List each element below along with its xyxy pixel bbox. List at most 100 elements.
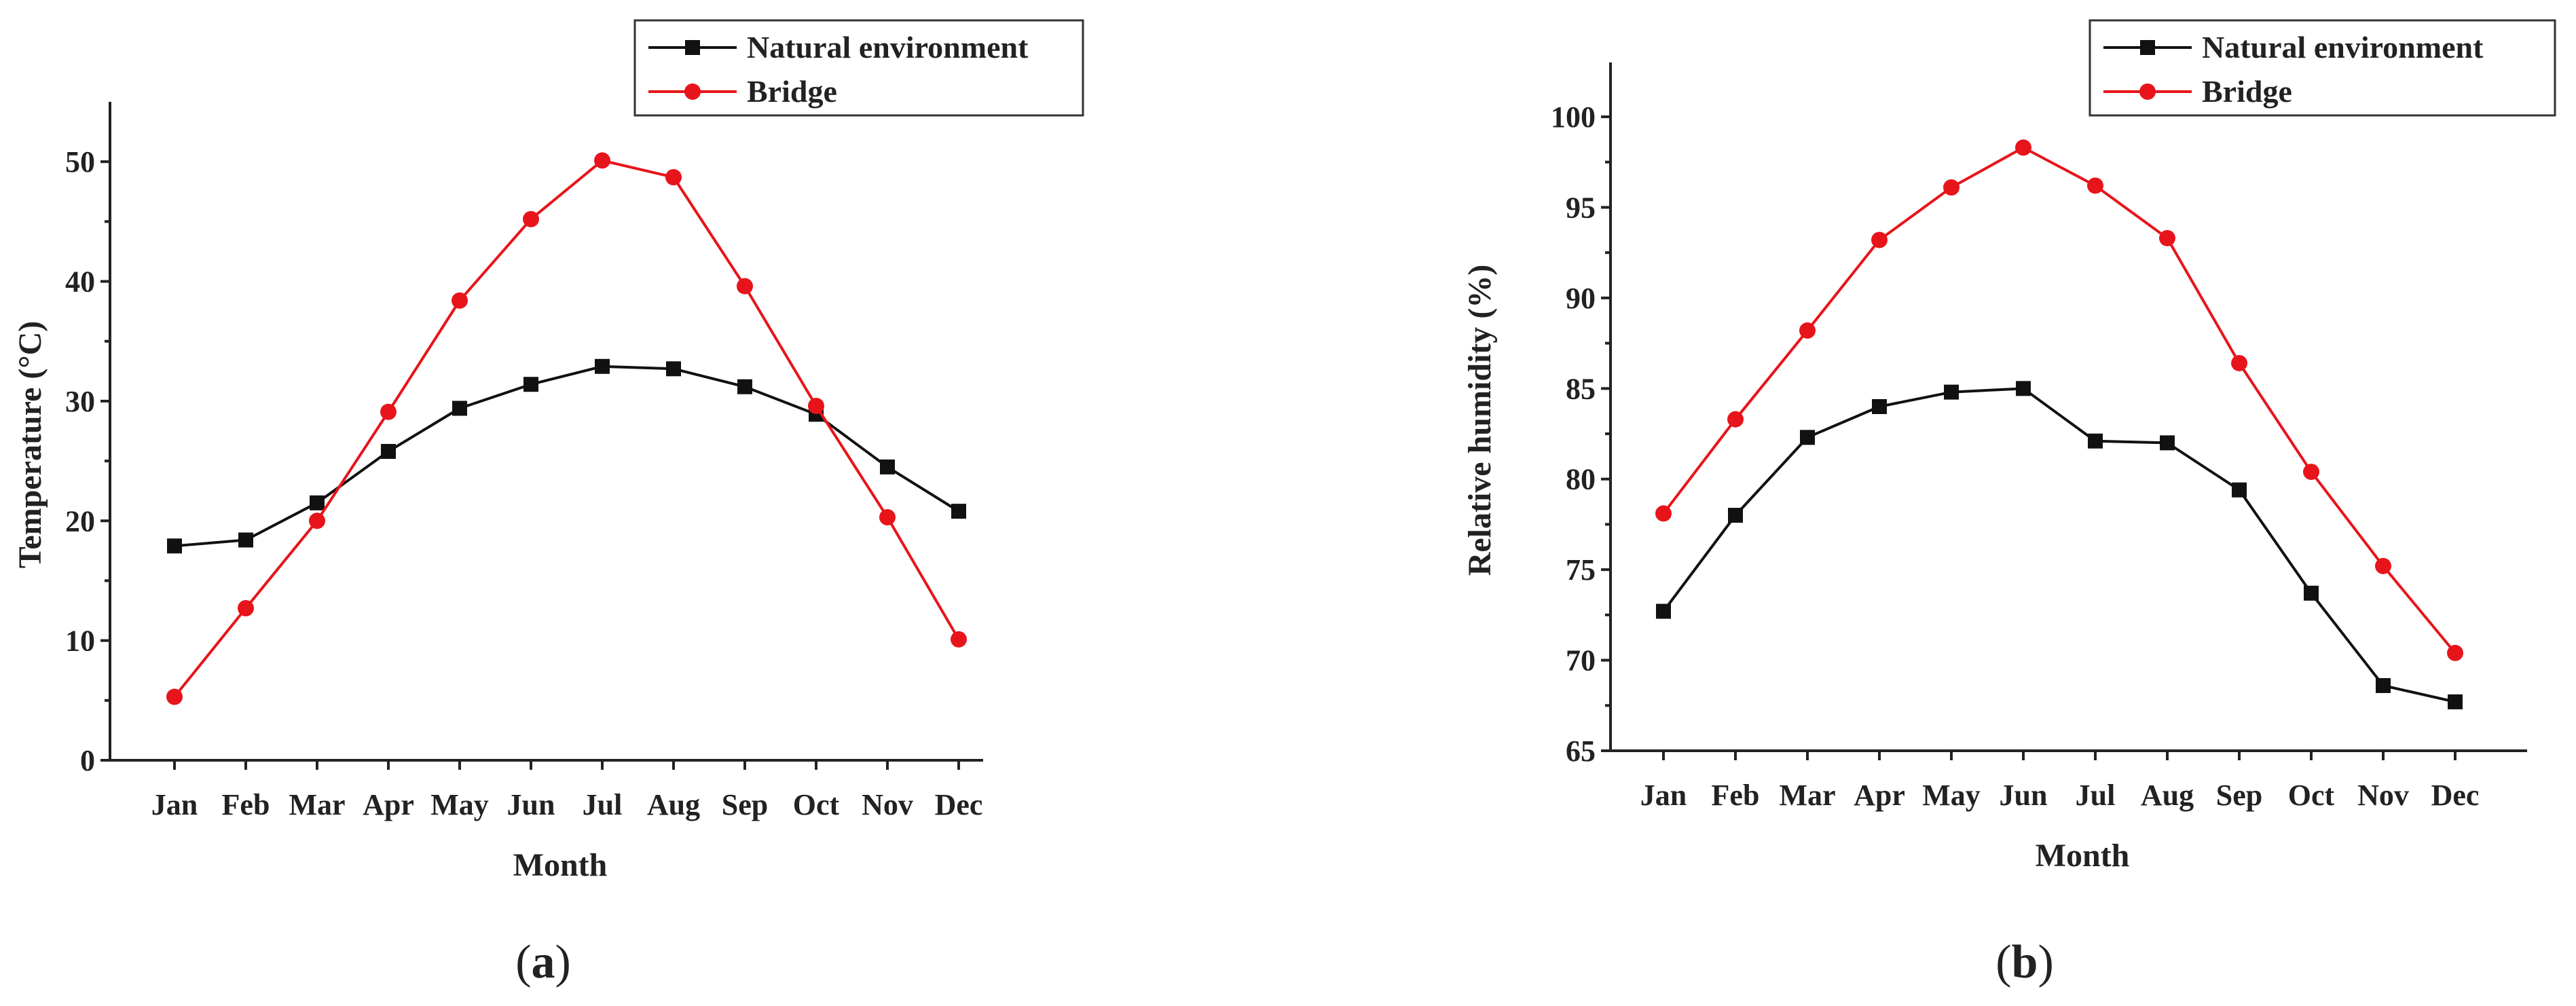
x-tick-label: Jun: [2000, 779, 2048, 812]
data-point-natural-environment: [2304, 585, 2319, 601]
x-tick-label: Mar: [1779, 779, 1835, 812]
legend-box: [633, 19, 1084, 117]
caption-letter: b: [2012, 936, 2038, 988]
data-point-bridge: [309, 513, 325, 529]
data-point-natural-environment: [523, 377, 538, 392]
data-point-bridge: [2231, 354, 2247, 371]
data-point-natural-environment: [2088, 433, 2103, 449]
x-axis-label: Month: [2036, 838, 2130, 874]
data-point-natural-environment: [880, 459, 895, 474]
legend-label: Natural environment: [747, 30, 1029, 64]
data-point-natural-environment: [381, 443, 396, 459]
data-point-natural-environment: [167, 538, 182, 554]
y-tick-label: 65: [1566, 734, 1596, 768]
caption-paren-open: (: [1995, 936, 2011, 988]
panel-caption: (b): [1995, 936, 2054, 988]
data-point-natural-environment: [1872, 399, 1887, 414]
data-point-natural-environment: [452, 400, 467, 416]
data-point-natural-environment: [1656, 603, 1671, 619]
data-point-bridge: [452, 292, 468, 309]
chart-panel-b: 65 70 75 80 85 90 95 100 Jan Feb Mar Apr May Jun Jul Au…: [1462, 19, 2556, 988]
x-tick-label: Oct: [2288, 779, 2335, 812]
x-tick-label: May: [1922, 779, 1981, 812]
y-axis-label: Temperature (°C): [12, 321, 48, 568]
series-line-natural-environment: [174, 365, 960, 548]
y-tick-label: 20: [65, 504, 95, 538]
x-tick-label: Aug: [647, 788, 700, 821]
data-point-natural-environment: [1728, 508, 1743, 523]
series-line-bridge: [173, 159, 960, 698]
y-tick-label: 75: [1566, 553, 1596, 586]
x-tick-label: Jan: [1640, 779, 1687, 812]
x-tick-label: Oct: [793, 788, 840, 821]
caption-paren-close: ): [2038, 936, 2053, 988]
data-point-natural-environment: [2448, 694, 2463, 709]
x-tick-label: Nov: [2357, 779, 2409, 812]
data-point-natural-environment: [2016, 381, 2031, 396]
data-point-natural-environment: [1800, 430, 1815, 445]
y-axis-label: Relative humidity (%): [1462, 265, 1498, 576]
data-point-bridge: [665, 169, 682, 186]
y-tick-label: 50: [65, 145, 95, 179]
x-axis-label: Month: [513, 847, 608, 883]
y-tick-label: 95: [1566, 191, 1596, 224]
x-tick-label: Dec: [2431, 779, 2480, 812]
data-point-bridge: [523, 210, 539, 227]
data-point-natural-environment: [2376, 677, 2391, 693]
data-point-bridge: [2303, 464, 2319, 481]
x-tick-label: Feb: [1712, 779, 1760, 812]
legend-marker-square-icon: [2140, 40, 2155, 55]
data-point-bridge: [1727, 411, 1744, 428]
chart-panel-a: 0 10 20 30 40 50 Jan Feb Mar Apr May Jun Jul Aug Sep Oc…: [12, 19, 1084, 988]
legend-box: [2089, 19, 2556, 117]
caption-letter: a: [532, 936, 555, 988]
data-point-bridge: [2447, 644, 2463, 661]
legend-label: Bridge: [747, 74, 837, 109]
series-line-bridge: [1662, 146, 2457, 654]
data-point-bridge: [951, 631, 967, 648]
data-point-bridge: [1943, 179, 1959, 196]
data-point-natural-environment: [666, 361, 681, 377]
data-point-natural-environment: [310, 495, 325, 510]
legend: Natural environment Bridge: [633, 19, 1084, 117]
data-point-bridge: [380, 403, 397, 420]
x-tick-label: Sep: [722, 788, 768, 821]
x-tick-label: Jul: [583, 788, 623, 821]
series-line-natural-environment: [1662, 387, 2456, 703]
legend-marker-circle-icon: [2139, 83, 2156, 100]
data-point-bridge: [737, 278, 753, 295]
legend-marker-square-icon: [685, 40, 700, 55]
x-tick-label: Jul: [2076, 779, 2116, 812]
y-tick-label: 0: [80, 744, 95, 777]
y-tick-label: 70: [1566, 644, 1596, 677]
data-point-bridge: [1799, 322, 1816, 339]
data-point-natural-environment: [2160, 435, 2175, 451]
data-point-natural-environment: [238, 532, 253, 548]
data-point-bridge: [879, 508, 896, 525]
x-tick-label: Feb: [222, 788, 270, 821]
data-point-natural-environment: [951, 504, 966, 519]
y-tick-label: 10: [65, 625, 95, 658]
data-point-bridge: [238, 600, 254, 617]
legend-label: Natural environment: [2202, 30, 2484, 64]
y-tick-label: 85: [1566, 372, 1596, 405]
x-tick-label: Nov: [862, 788, 913, 821]
y-tick-label: 80: [1566, 463, 1596, 496]
data-point-bridge: [2015, 139, 2031, 156]
legend-marker-circle-icon: [684, 83, 701, 100]
data-point-bridge: [2087, 177, 2103, 194]
legend: Natural environment Bridge: [2089, 19, 2556, 117]
x-tick-label: Dec: [935, 788, 983, 821]
data-point-bridge: [166, 688, 183, 705]
data-point-bridge: [2159, 229, 2175, 246]
x-tick-label: Apr: [1854, 779, 1905, 812]
x-tick-label: May: [430, 788, 489, 821]
panel-caption: (a): [515, 936, 571, 988]
x-tick-label: Jan: [151, 788, 198, 821]
y-tick-label: 100: [1551, 100, 1596, 134]
x-tick-label: Apr: [363, 788, 414, 821]
data-point-bridge: [1871, 231, 1888, 248]
y-tick-label: 40: [65, 265, 95, 299]
data-point-natural-environment: [595, 358, 610, 374]
